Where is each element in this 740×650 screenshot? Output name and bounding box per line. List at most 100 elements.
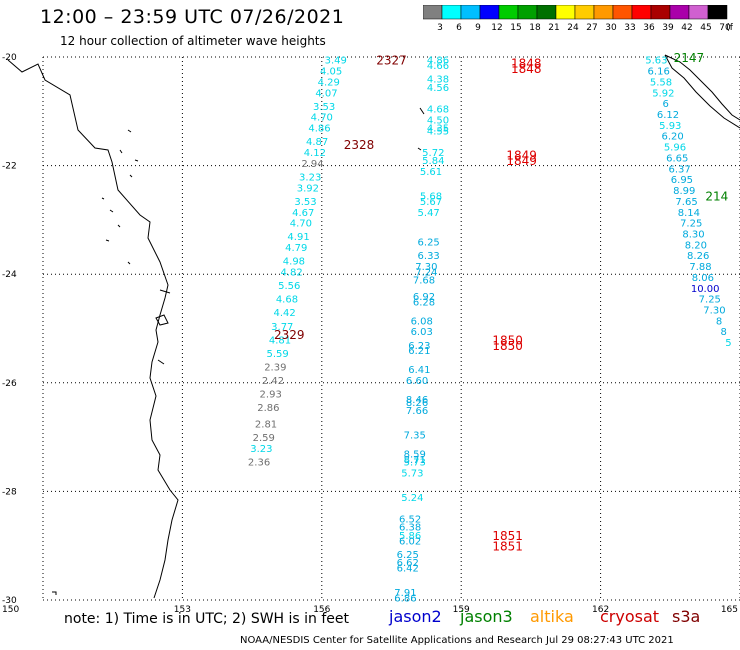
pass-label: 1848 [511,56,542,70]
swh-point: 6.60 [406,376,428,387]
swh-point: 2.36 [248,458,270,469]
scale-swatch [555,5,576,20]
swh-point: 4.56 [427,83,449,94]
swh-point: 7.35 [404,430,426,441]
satellite-label: altika [530,607,574,626]
swh-point: 4.86 [427,56,449,67]
x-tick-label: 162 [592,605,609,615]
swh-point: 5.59 [267,349,289,360]
pass-label: 1849 [506,149,537,163]
swh-point: 8.30 [682,229,704,240]
swh-point: 2.39 [264,363,286,374]
scale-swatch [612,5,633,20]
footer-note: note: 1) Time is in UTC; 2) SWH is in fe… [64,611,350,627]
swh-point: 2.81 [255,420,277,431]
swh-point: 7.30 [703,305,725,316]
swh-point: 4.05 [320,67,342,78]
swh-point: 4.50 [427,115,449,126]
scale-swatch [593,5,614,20]
swh-point: 6.21 [408,346,430,357]
y-tick-label: -26 [2,379,17,389]
swh-point: 8.46 [406,395,428,406]
scale-label: 6 [456,23,462,33]
swh-point: 6 [662,99,668,110]
swh-point: 4.68 [276,295,298,306]
swh-point: 4.66 [427,61,449,72]
swh-point: 4.79 [285,243,307,254]
swh-point: 7.24 [415,267,437,278]
swh-point: 4.82 [280,267,302,278]
lat-lon-grid [42,56,740,601]
scale-swatch [631,5,652,20]
swh-point: 5.67 [420,197,442,208]
scale-label: 30 [605,23,617,33]
scale-label: (ft) [726,23,733,33]
scale-swatch [536,5,557,20]
swh-point: 4.81 [269,335,291,346]
swh-point: 5.96 [664,143,686,154]
scale-label: 3 [437,23,443,33]
swh-point: 4.70 [311,113,333,124]
swh-point: 4.38 [427,75,449,86]
swh-point: 4.12 [304,148,326,159]
swh-point: 4.68 [427,105,449,116]
swh-point: 3.53 [313,102,335,113]
pass-label: 1850 [492,333,523,347]
swh-point: 6.65 [666,153,688,164]
swh-point: 6.03 [411,327,433,338]
swh-point: 4.35 [427,124,449,135]
scale-swatch [498,5,519,20]
pass-label: 1848 [511,62,542,76]
swh-point: 6.16 [648,67,670,78]
pass-label: 1849 [506,154,537,168]
swh-point: 6.86 [394,593,416,604]
swh-point: 6.02 [399,536,421,547]
scale-swatch [423,5,443,20]
swh-point: 2.86 [257,403,279,414]
scale-swatch [707,5,728,20]
swh-point: 3.53 [294,197,316,208]
axis-labels: 150 153 156 159 162 165 -20 -22 -24 -26 -28 -30 [2,53,738,615]
scale-label: 9 [475,23,481,33]
reef-islands [101,129,171,365]
scale-label: 70 [719,23,731,33]
pass-label: 2329 [274,328,305,342]
swh-point: 7.68 [413,276,435,287]
y-tick-label: -20 [2,53,17,63]
swh-point: 7.88 [689,262,711,273]
swh-point: 6.25 [397,550,419,561]
swh-point: 6.12 [657,110,679,121]
swh-point: 5.86 [399,531,421,542]
pass-label: 2328 [344,138,375,152]
scale-label: 15 [510,23,521,33]
swh-point: 5.56 [278,281,300,292]
swh-point: 7.30 [415,262,437,273]
satellite-label: jason2 [389,607,442,626]
swh-point: 4.42 [273,308,295,319]
swh-point: 6.52 [399,515,421,526]
satellite-label: s3a [672,607,701,626]
swh-point: 6.42 [397,563,419,574]
swh-point: 5.61 [420,167,442,178]
pass-label: 214 [705,189,728,203]
swh-point: 6.25 [418,238,440,249]
scale-swatch [688,5,709,20]
swh-point: 3.23 [250,444,272,455]
x-tick-label: 150 [2,605,19,615]
swh-point: 6.37 [668,164,690,175]
scale-swatch [479,5,500,20]
swh-values: 3.494.054.294.073.534.704.864.874.122.94… [248,56,732,605]
swh-point: 6.41 [408,365,430,376]
swh-point: 10.00 [691,284,720,295]
swh-point: 5.92 [652,88,674,99]
swh-point: 8.06 [692,273,714,284]
pass-label: 1851 [492,529,523,543]
pass-label: 2147 [674,51,705,65]
swh-point: 5 [725,338,731,349]
swh-point: 6.92 [413,292,435,303]
swh-point: 4.91 [287,232,309,243]
scale-swatch [441,5,462,20]
pass-label: 1851 [492,540,523,554]
swh-point: 5.58 [650,77,672,88]
